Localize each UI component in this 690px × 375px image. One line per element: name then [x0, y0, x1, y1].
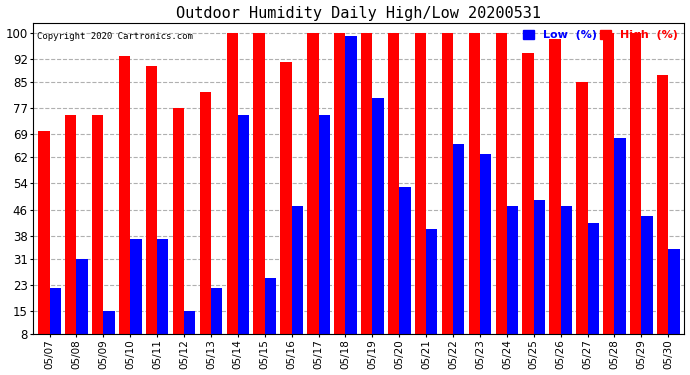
Bar	[507, 206, 518, 360]
Bar	[307, 33, 319, 360]
Bar	[669, 249, 680, 360]
Bar	[603, 33, 615, 360]
Bar	[588, 223, 599, 360]
Title: Outdoor Humidity Daily High/Low 20200531: Outdoor Humidity Daily High/Low 20200531	[177, 6, 542, 21]
Bar	[238, 115, 249, 360]
Bar	[469, 33, 480, 360]
Bar	[319, 115, 330, 360]
Bar	[442, 33, 453, 360]
Bar	[104, 311, 115, 360]
Bar	[38, 131, 50, 360]
Bar	[576, 82, 588, 360]
Bar	[373, 98, 384, 360]
Bar	[453, 144, 464, 360]
Bar	[534, 200, 545, 360]
Bar	[199, 92, 211, 360]
Bar	[211, 288, 222, 360]
Text: Copyright 2020 Cartronics.com: Copyright 2020 Cartronics.com	[37, 33, 193, 42]
Bar	[615, 138, 626, 360]
Bar	[280, 62, 292, 360]
Bar	[334, 33, 346, 360]
Bar	[388, 33, 400, 360]
Bar	[400, 187, 411, 360]
Bar	[642, 216, 653, 360]
Bar	[172, 108, 184, 360]
Bar	[292, 206, 303, 360]
Bar	[50, 288, 61, 360]
Bar	[346, 36, 357, 360]
Bar	[157, 239, 168, 360]
Bar	[495, 33, 507, 360]
Bar	[184, 311, 195, 360]
Legend: Low  (%), High  (%): Low (%), High (%)	[522, 28, 679, 41]
Bar	[253, 33, 265, 360]
Bar	[119, 56, 130, 360]
Bar	[522, 53, 534, 360]
Bar	[92, 115, 104, 360]
Bar	[657, 75, 669, 360]
Bar	[77, 259, 88, 360]
Bar	[65, 115, 77, 360]
Bar	[630, 33, 642, 360]
Bar	[130, 239, 141, 360]
Bar	[226, 33, 238, 360]
Bar	[561, 206, 572, 360]
Bar	[361, 33, 373, 360]
Bar	[265, 278, 276, 360]
Bar	[426, 229, 437, 360]
Bar	[480, 154, 491, 360]
Bar	[415, 33, 426, 360]
Bar	[146, 66, 157, 360]
Bar	[549, 39, 561, 360]
